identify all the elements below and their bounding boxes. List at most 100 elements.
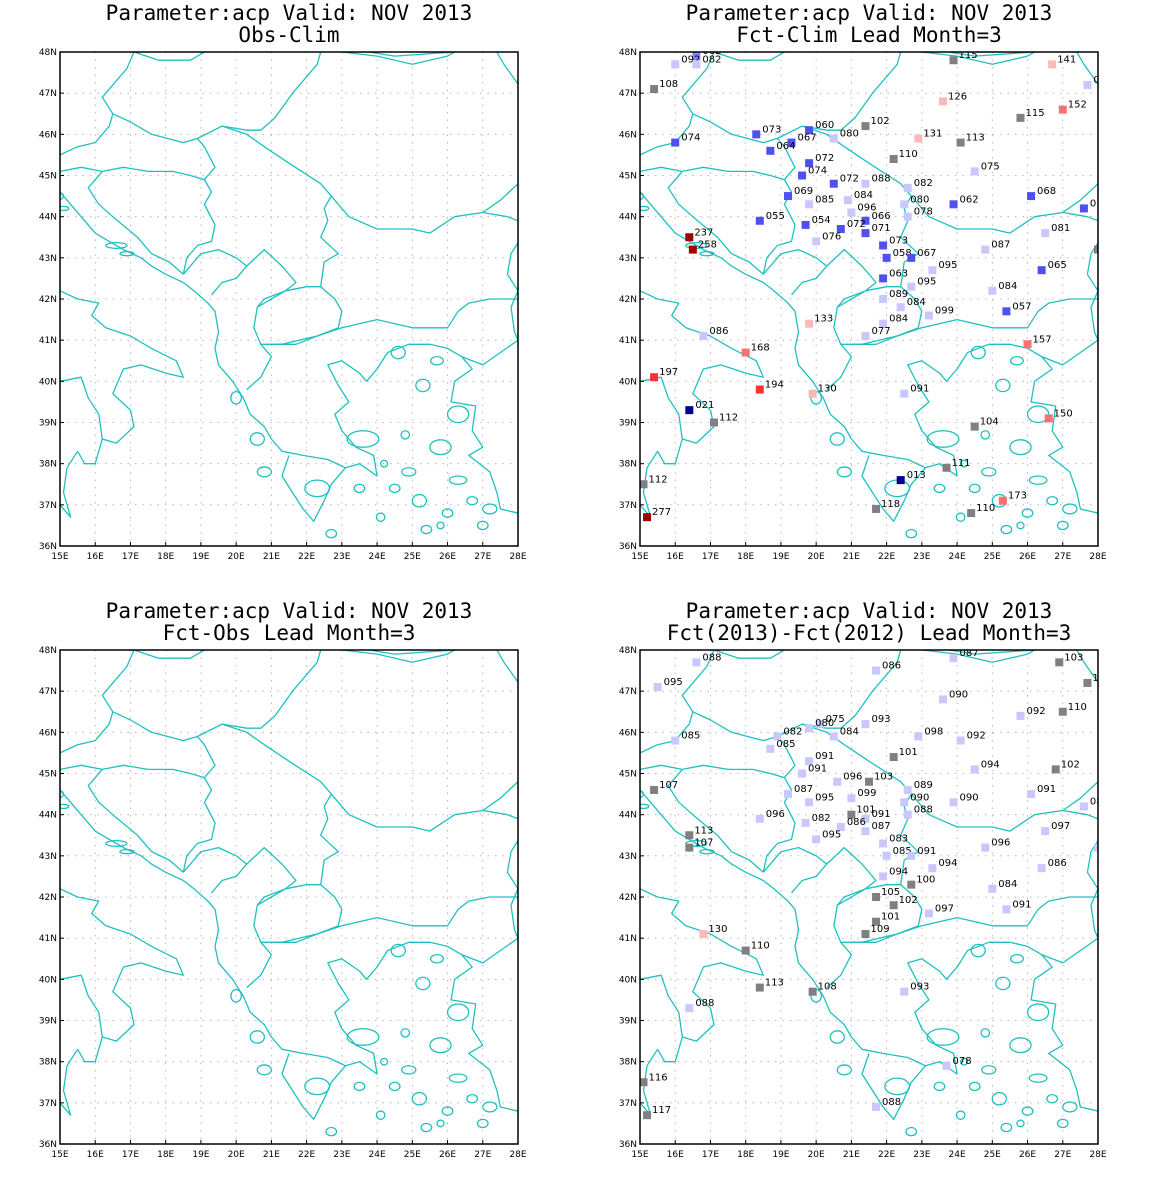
station-marker bbox=[805, 757, 814, 766]
island-outline bbox=[400, 430, 411, 440]
station-value: 103 bbox=[874, 772, 893, 783]
station-value: 088 bbox=[702, 652, 721, 663]
station-value: 074 bbox=[681, 133, 700, 144]
island-outline bbox=[991, 1091, 1008, 1106]
x-tick-label: 17E bbox=[702, 1150, 719, 1160]
station-marker bbox=[766, 744, 775, 753]
x-tick-label: 19E bbox=[192, 1150, 209, 1160]
station-value: 064 bbox=[776, 141, 795, 152]
station-value: 075 bbox=[981, 161, 1000, 172]
station-marker bbox=[755, 983, 764, 992]
station-marker bbox=[988, 286, 997, 295]
station-marker bbox=[861, 332, 870, 341]
station-marker bbox=[889, 901, 898, 910]
station-value: 107 bbox=[659, 780, 678, 791]
panel-title: Parameter:acp Valid: NOV 2013 bbox=[686, 1, 1053, 25]
station-marker bbox=[896, 303, 905, 312]
station-value: 107 bbox=[694, 838, 713, 849]
coastline bbox=[944, 650, 1037, 655]
station-value: 088 bbox=[871, 174, 890, 185]
station-value: 090 bbox=[910, 792, 929, 803]
station-value: 069 bbox=[794, 186, 813, 197]
station-value: 093 bbox=[910, 982, 929, 993]
station-value: 078 bbox=[953, 1056, 972, 1067]
y-tick-label: 45N bbox=[39, 172, 57, 182]
station-marker bbox=[882, 851, 891, 860]
x-tick-label: 16E bbox=[87, 552, 104, 562]
station-marker bbox=[836, 823, 845, 832]
y-tick-label: 44N bbox=[39, 213, 57, 223]
station-value: 133 bbox=[814, 314, 833, 325]
island-outline bbox=[955, 1110, 966, 1120]
panel-subtitle: Obs-Clim bbox=[238, 23, 339, 47]
x-tick-label: 19E bbox=[772, 1150, 789, 1160]
station-marker bbox=[924, 311, 933, 320]
station-marker bbox=[773, 732, 782, 741]
island-outline bbox=[926, 430, 960, 448]
y-tick-label: 36N bbox=[619, 542, 637, 552]
coastline bbox=[101, 52, 322, 144]
coastline bbox=[101, 650, 322, 742]
station-value: 110 bbox=[976, 503, 995, 514]
station-value: 116 bbox=[649, 1072, 668, 1083]
y-tick-label: 47N bbox=[39, 89, 57, 99]
station-marker bbox=[805, 724, 814, 733]
station-marker bbox=[861, 827, 870, 836]
station-marker bbox=[956, 138, 965, 147]
station-value: 090 bbox=[949, 689, 968, 700]
station-marker bbox=[755, 814, 764, 823]
coastline bbox=[60, 789, 347, 1120]
station-marker bbox=[688, 245, 697, 254]
y-tick-label: 47N bbox=[619, 89, 637, 99]
station-marker bbox=[847, 208, 856, 217]
island-outline bbox=[441, 508, 454, 518]
x-tick-label: 28E bbox=[509, 552, 526, 562]
station-marker bbox=[903, 183, 912, 192]
island-outline bbox=[105, 241, 128, 250]
station-value: 101 bbox=[881, 912, 900, 923]
station-marker bbox=[847, 794, 856, 803]
island-outline bbox=[968, 483, 981, 494]
y-tick-label: 45N bbox=[39, 770, 57, 780]
island-outline bbox=[401, 1065, 417, 1075]
station-marker bbox=[970, 765, 979, 774]
y-tick-label: 40N bbox=[619, 975, 637, 985]
station-value: 092 bbox=[1026, 706, 1045, 717]
x-tick-label: 19E bbox=[192, 552, 209, 562]
station-marker bbox=[829, 179, 838, 188]
island-outline bbox=[968, 1081, 981, 1092]
coastline bbox=[836, 286, 923, 345]
station-marker bbox=[900, 389, 909, 398]
station-value: 096 bbox=[857, 203, 876, 214]
island-outline bbox=[436, 1119, 445, 1128]
x-tick-label: 27E bbox=[1054, 552, 1071, 562]
station-value: 080 bbox=[910, 194, 929, 205]
y-tick-label: 39N bbox=[39, 419, 57, 429]
station-value: 080 bbox=[840, 128, 859, 139]
coastline bbox=[364, 52, 457, 57]
x-tick-label: 16E bbox=[667, 552, 684, 562]
station-marker bbox=[872, 504, 881, 513]
station-value: 089 bbox=[1090, 796, 1109, 807]
station-marker bbox=[861, 179, 870, 188]
station-marker bbox=[805, 319, 814, 328]
station-value: 115 bbox=[959, 50, 978, 61]
coastline bbox=[133, 650, 518, 684]
island-outline bbox=[249, 1030, 265, 1044]
panel-title: Parameter:acp Valid: NOV 2013 bbox=[686, 599, 1053, 623]
island-outline bbox=[353, 483, 366, 494]
y-tick-label: 42N bbox=[39, 295, 57, 305]
station-marker bbox=[643, 1111, 652, 1120]
island-outline bbox=[390, 943, 406, 958]
panel-subtitle: Fct(2013)-Fct(2012) Lead Month=3 bbox=[667, 621, 1072, 645]
y-tick-label: 36N bbox=[39, 542, 57, 552]
island-outline bbox=[429, 355, 444, 366]
island-outline bbox=[1028, 475, 1048, 485]
coastline bbox=[60, 974, 103, 1063]
y-tick-label: 43N bbox=[619, 852, 637, 862]
y-tick-label: 40N bbox=[619, 377, 637, 387]
